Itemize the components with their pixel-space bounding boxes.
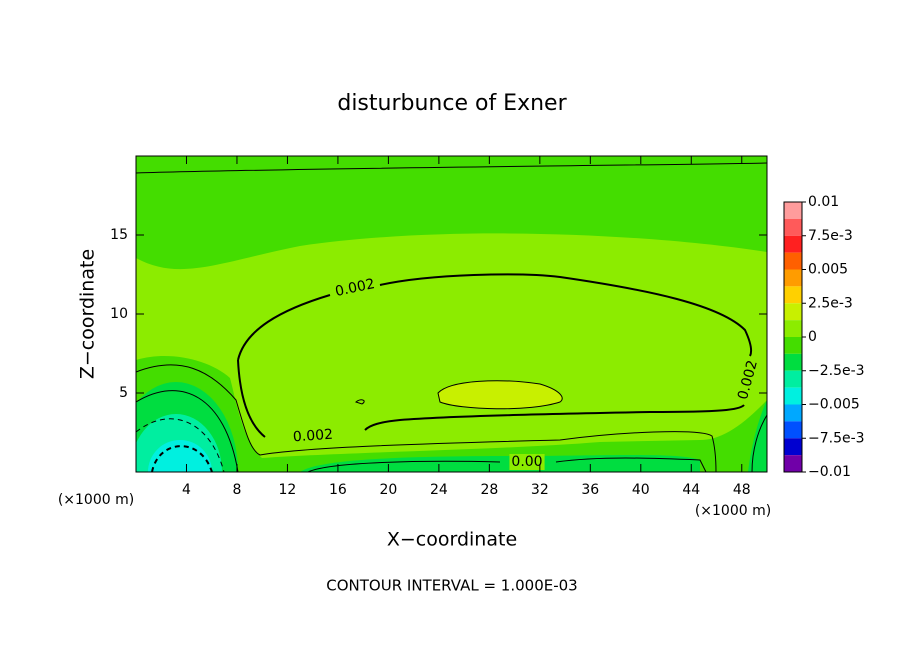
- x-tick-label: 24: [430, 482, 448, 498]
- contour-line: [151, 445, 213, 472]
- contour-line: [307, 457, 707, 472]
- chart-title: disturbunce of Exner: [337, 91, 567, 116]
- colorbar-cell: [784, 202, 802, 219]
- colorbar-cell: [784, 438, 802, 456]
- contour-label-bg: [290, 426, 336, 446]
- y-tick-label: 15: [110, 227, 128, 243]
- contour-line: [751, 414, 767, 472]
- colorbar-cell: [784, 218, 802, 236]
- y-tick-label: 5: [119, 385, 128, 401]
- colorbar-tick-label: 0.005: [808, 262, 848, 278]
- contour-line: [237, 273, 753, 438]
- x-tick-label: 40: [632, 482, 650, 498]
- colorbar-tick-label: 0: [808, 329, 817, 345]
- contour-line: [136, 162, 767, 174]
- x-unit-label: (×1000 m): [695, 503, 771, 519]
- contour-line: [136, 364, 717, 472]
- x-tick-label: 20: [379, 482, 397, 498]
- x-tick-label: 48: [733, 482, 751, 498]
- contour-label: 0.002: [292, 427, 333, 446]
- colorbar-tick-label: −0.01: [808, 464, 851, 480]
- y-tick-label: 10: [110, 306, 128, 322]
- colorbar-cell: [784, 353, 802, 371]
- footnote: CONTOUR INTERVAL = 1.000E-03: [326, 577, 577, 595]
- colorbar-tick-label: 0.01: [808, 194, 839, 210]
- contour-line: [437, 380, 563, 410]
- colorbar-tick-label: −7.5e-3: [808, 430, 865, 446]
- contour-label-bg: [734, 356, 762, 404]
- region: [148, 440, 212, 472]
- colorbar-tick-label: 7.5e-3: [808, 228, 853, 244]
- colorbar-cell: [784, 370, 802, 388]
- x-tick-label: 8: [232, 482, 241, 498]
- x-tick-label: 16: [329, 482, 347, 498]
- contour-label: 0.00: [511, 454, 542, 470]
- colorbar-tick-label: −0.005: [808, 397, 860, 413]
- colorbar-cell: [784, 455, 802, 472]
- contour-line: [136, 418, 225, 472]
- x-tick-label: 12: [279, 482, 297, 498]
- colorbar-cell: [784, 404, 802, 422]
- colorbar-cell: [784, 421, 802, 439]
- x-tick-label: 44: [682, 482, 700, 498]
- colorbar-cell: [784, 269, 802, 287]
- contour-field: [136, 156, 767, 472]
- colorbar-cell: [784, 387, 802, 405]
- colorbar-tick-label: −2.5e-3: [808, 363, 865, 379]
- x-tick-label: 36: [581, 482, 599, 498]
- colorbar-cell: [784, 337, 802, 354]
- colorbar-cell: [784, 235, 802, 253]
- colorbar-tick-label: 2.5e-3: [808, 295, 853, 311]
- x-tick-label: 28: [480, 482, 498, 498]
- contour-line: [136, 390, 239, 472]
- colorbar-cell: [784, 303, 802, 321]
- x-unit-label: (×1000 m): [58, 492, 134, 508]
- colorbar-cell: [784, 320, 802, 337]
- region: [262, 351, 694, 410]
- y-axis-label: Z−coordinate: [77, 249, 99, 379]
- colorbar-cell: [784, 252, 802, 270]
- region: [300, 455, 700, 472]
- x-axis-label: X−coordinate: [387, 529, 517, 551]
- contour-label-bg: [331, 275, 379, 301]
- contour-line: [355, 399, 365, 405]
- region: [438, 380, 563, 409]
- contour-label-bg: [509, 454, 545, 470]
- x-tick-label: 32: [531, 482, 549, 498]
- x-tick-label: 4: [182, 482, 191, 498]
- colorbar-cell: [784, 286, 802, 304]
